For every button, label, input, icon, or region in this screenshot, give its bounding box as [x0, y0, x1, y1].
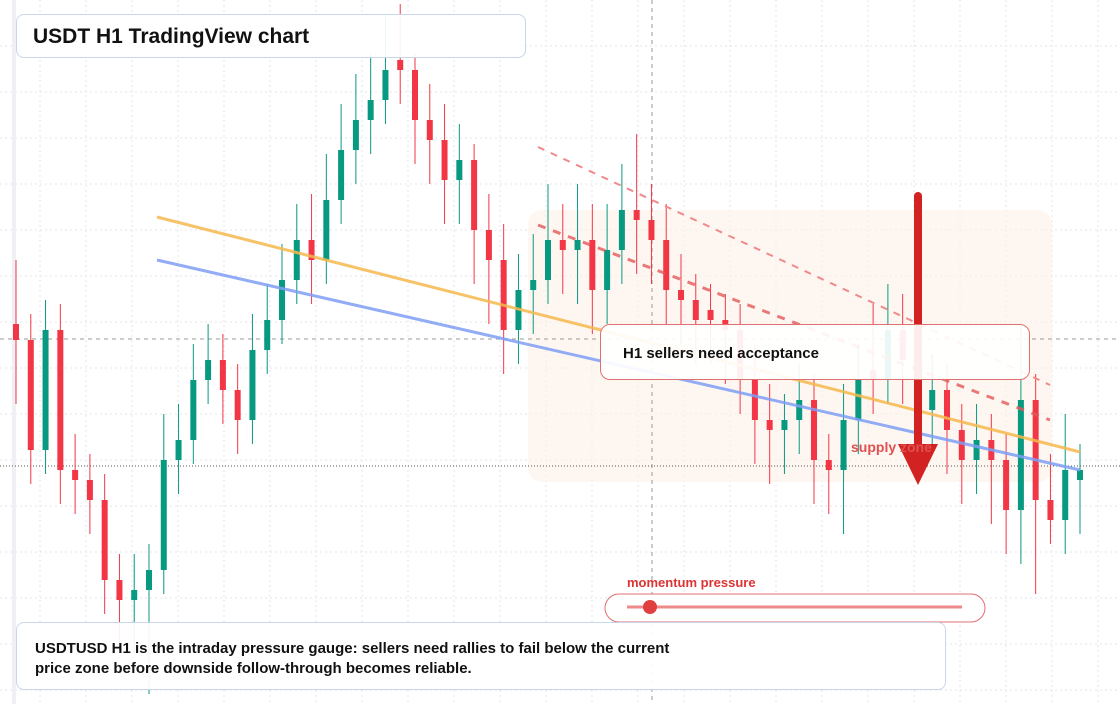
- candle-body: [751, 380, 758, 420]
- note: USDTUSD H1 is the intraday pressure gaug…: [35, 640, 670, 677]
- candle-body: [471, 160, 478, 230]
- callout-box: H1 sellers need acceptance: [600, 324, 1030, 380]
- candle-body: [441, 140, 448, 180]
- title: USDT H1 TradingView chart: [33, 25, 310, 48]
- candle-body: [42, 330, 49, 450]
- candle-body: [618, 210, 625, 250]
- candle-body: [840, 420, 847, 470]
- candle-body: [219, 360, 226, 390]
- arrow-head: [898, 444, 938, 485]
- candle-body: [766, 420, 773, 430]
- candle-body: [57, 330, 64, 470]
- candle-body: [944, 390, 950, 430]
- candle-body: [264, 320, 271, 350]
- candle-body: [249, 350, 256, 420]
- candle-body: [146, 570, 152, 590]
- candle-body: [13, 324, 19, 340]
- candle-body: [530, 280, 537, 290]
- candle-body: [367, 100, 374, 120]
- candle-body: [485, 230, 492, 260]
- candle-body: [500, 260, 507, 330]
- title-box: USDT H1 TradingView chart: [16, 14, 526, 58]
- candle-body: [86, 480, 93, 500]
- candle-body: [855, 380, 862, 420]
- candle-body: [825, 460, 832, 470]
- candle-body: [559, 240, 566, 250]
- trendline-dashed: [537, 146, 1051, 386]
- candle-body: [1032, 400, 1039, 500]
- gauge-label: momentum pressure: [627, 575, 756, 590]
- candle-body: [293, 240, 300, 280]
- candle-body: [160, 460, 167, 570]
- candle-body: [338, 150, 345, 200]
- candle-body: [308, 240, 315, 260]
- candle-body: [175, 440, 182, 460]
- candle-body: [1017, 400, 1024, 510]
- trendline-dashed-bold: [537, 223, 1051, 422]
- candle-body: [1047, 500, 1054, 520]
- candle-body: [958, 430, 965, 460]
- callout: H1 sellers need acceptance: [623, 345, 819, 362]
- candle-body: [323, 200, 330, 260]
- note-box: USDTUSD H1 is the intraday pressure gaug…: [16, 622, 946, 690]
- candle-body: [796, 400, 803, 420]
- candle-body: [190, 380, 197, 440]
- candle-body: [781, 420, 788, 430]
- candle-body: [973, 440, 980, 460]
- candle-body: [426, 120, 433, 140]
- candle-body: [412, 70, 418, 120]
- candle-body: [1003, 460, 1010, 510]
- candle-body: [352, 120, 359, 150]
- candle-body: [1077, 470, 1083, 480]
- candle-body: [811, 400, 817, 460]
- candle-body: [707, 310, 714, 320]
- gauge-knob: [643, 600, 657, 614]
- candle-body: [545, 240, 551, 280]
- candle-body: [692, 300, 699, 320]
- candle-body: [131, 590, 138, 600]
- candle-body: [456, 160, 463, 180]
- candle-body: [1062, 470, 1069, 520]
- candle-body: [574, 240, 581, 250]
- candle-body: [678, 290, 684, 300]
- candle-body: [397, 60, 404, 70]
- candle-body: [648, 220, 655, 240]
- candle-body: [205, 360, 212, 380]
- candle-body: [589, 240, 596, 290]
- candle-body: [279, 280, 285, 320]
- left-edge: [12, 0, 16, 704]
- candle-body: [116, 580, 123, 600]
- candle-body: [72, 470, 79, 480]
- candle-body: [382, 70, 389, 100]
- candle-body: [27, 340, 34, 450]
- candle-body: [604, 250, 611, 290]
- zone-label: supply zone: [851, 439, 932, 455]
- candle-body: [633, 210, 640, 220]
- candle-body: [929, 390, 936, 410]
- candle-body: [101, 500, 108, 580]
- candle-body: [663, 240, 670, 290]
- candle-body: [234, 390, 241, 420]
